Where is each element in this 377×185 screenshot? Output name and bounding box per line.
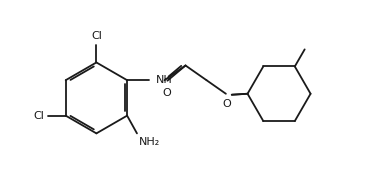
Text: O: O bbox=[222, 99, 231, 109]
Text: Cl: Cl bbox=[33, 111, 44, 121]
Text: NH: NH bbox=[156, 75, 172, 85]
Text: Cl: Cl bbox=[91, 31, 102, 41]
Text: NH₂: NH₂ bbox=[139, 137, 160, 147]
Text: O: O bbox=[162, 88, 171, 98]
